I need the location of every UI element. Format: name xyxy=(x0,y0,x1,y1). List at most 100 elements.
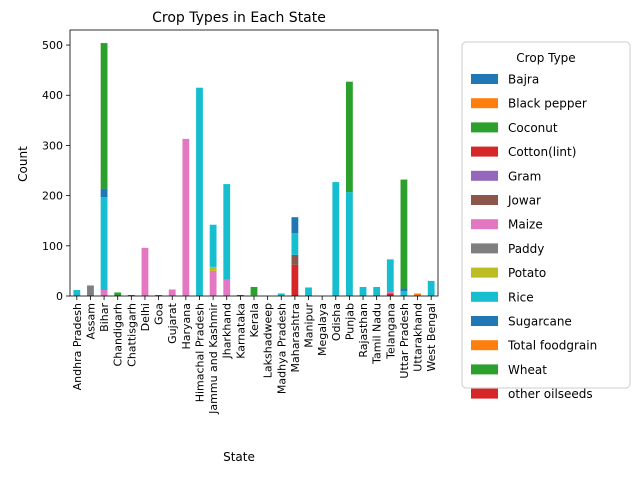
x-tick-label: Chattisgarh xyxy=(125,303,138,367)
x-tick-label: Lakshadweep xyxy=(262,303,275,378)
bar-segment xyxy=(305,287,312,296)
x-tick-label: Rajasthan xyxy=(357,303,370,358)
bar-segment xyxy=(168,289,176,296)
x-tick-label: West Bengal xyxy=(425,303,438,372)
bar-segment xyxy=(100,43,108,189)
legend-label: Sugarcane xyxy=(508,315,572,329)
y-tick-label: 500 xyxy=(42,39,63,52)
axes-group: 0 100 200 300 400 500 Andhra Pradesh Assam Bihar… xyxy=(42,29,439,415)
x-tick-label: Assam xyxy=(84,303,97,339)
legend-swatch xyxy=(471,146,498,157)
legend-label: other oilseeds xyxy=(508,387,593,401)
legend-swatch xyxy=(471,98,498,109)
legend-swatch xyxy=(471,74,498,84)
x-tick-label: Goa xyxy=(153,303,166,325)
bar-segment xyxy=(386,291,394,294)
bar-segment xyxy=(114,292,122,296)
bar-segment xyxy=(400,179,408,289)
x-tick-label: Karnataka xyxy=(234,303,247,359)
legend-label: Maize xyxy=(508,218,543,232)
x-tick-label: Odisha xyxy=(330,303,343,341)
bar-segment xyxy=(414,293,421,296)
y-tick-label: 200 xyxy=(42,190,63,203)
legend-swatch xyxy=(471,316,498,326)
bar-segment xyxy=(386,259,394,292)
x-tick-label: Chandigarh xyxy=(112,303,125,366)
legend-label: Potato xyxy=(508,266,546,280)
bar-segment xyxy=(250,286,258,295)
legend-frame xyxy=(461,41,631,389)
legend-swatch xyxy=(471,388,498,399)
bar-segment xyxy=(73,289,81,296)
x-axis-label: State xyxy=(223,450,255,464)
bar-segment xyxy=(209,270,217,296)
bar-segment xyxy=(100,289,108,296)
bar-segment xyxy=(209,224,217,267)
bar-segment xyxy=(236,294,244,296)
legend-swatch xyxy=(471,364,498,375)
legend-swatch xyxy=(471,195,498,205)
bar-segment xyxy=(400,288,408,291)
bar-segment xyxy=(291,254,299,265)
x-tick-label: Andhra Pradesh xyxy=(71,303,84,390)
legend-swatch xyxy=(471,122,498,133)
legend-label: Black pepper xyxy=(508,97,587,111)
bar-segment xyxy=(277,293,285,296)
bar-segment xyxy=(223,184,231,280)
bar-segment xyxy=(87,285,94,296)
legend-swatch xyxy=(471,219,498,230)
bar-segment xyxy=(373,286,381,296)
bar-segment xyxy=(155,294,162,296)
bars-group xyxy=(73,43,435,296)
legend-title: Crop Type xyxy=(516,51,575,65)
x-tick-label: Manipur xyxy=(303,303,316,348)
x-tick-label: Madhya Pradesh xyxy=(275,303,288,394)
bar-segment xyxy=(250,294,258,296)
legend: Crop Type Bajra Black pepper Coconut Cotton… xyxy=(461,41,631,401)
legend-items: Bajra Black pepper Coconut Cotton(lint) Gram… xyxy=(471,73,597,401)
x-tick-label: Uttar Pradesh xyxy=(398,303,411,379)
chart-title: Crop Types in Each State xyxy=(152,10,326,26)
x-tick-label: Himachal Pradesh xyxy=(193,303,206,402)
legend-label: Coconut xyxy=(508,121,558,135)
legend-label: Bajra xyxy=(508,73,539,87)
legend-swatch xyxy=(471,170,498,181)
y-tick-label: 300 xyxy=(42,139,63,152)
x-tick-label: Punjab xyxy=(343,303,356,340)
bar-segment xyxy=(127,294,135,296)
legend-swatch xyxy=(471,340,498,351)
x-tick-label: Jharkhand xyxy=(221,303,234,360)
bar-segment xyxy=(100,197,108,290)
plot-frame xyxy=(69,29,439,297)
bar-segment xyxy=(209,266,217,271)
legend-label: Jowar xyxy=(507,194,541,208)
legend-label: Rice xyxy=(508,290,534,304)
legend-swatch xyxy=(471,291,498,302)
x-tick-label: Megalaya xyxy=(316,303,329,356)
bar-segment xyxy=(100,188,108,198)
legend-label: Cotton(lint) xyxy=(508,145,576,159)
y-tick-label: 400 xyxy=(42,89,63,102)
legend-swatch xyxy=(471,243,498,254)
bar-segment xyxy=(141,247,149,296)
bar-segment xyxy=(291,233,299,255)
bar-segment xyxy=(427,280,435,296)
legend-swatch xyxy=(471,267,498,278)
bar-segment xyxy=(332,182,340,296)
legend-label: Gram xyxy=(508,169,541,183)
x-tick-label: Uttarakhand xyxy=(412,303,425,372)
bar-segment xyxy=(291,217,299,234)
bar-segment xyxy=(291,264,299,296)
bar-segment xyxy=(346,81,353,193)
x-tick-label: Delhi xyxy=(139,303,152,331)
legend-label: Wheat xyxy=(508,363,547,377)
x-tick-label: Tamil Nadu xyxy=(371,303,384,365)
bar-segment xyxy=(182,138,190,296)
bar-segment xyxy=(346,192,353,296)
legend-label: Paddy xyxy=(508,242,544,256)
x-tick-label: Telangana xyxy=(384,303,397,360)
y-tick-label: 0 xyxy=(56,290,63,303)
bar-segment xyxy=(223,279,231,296)
